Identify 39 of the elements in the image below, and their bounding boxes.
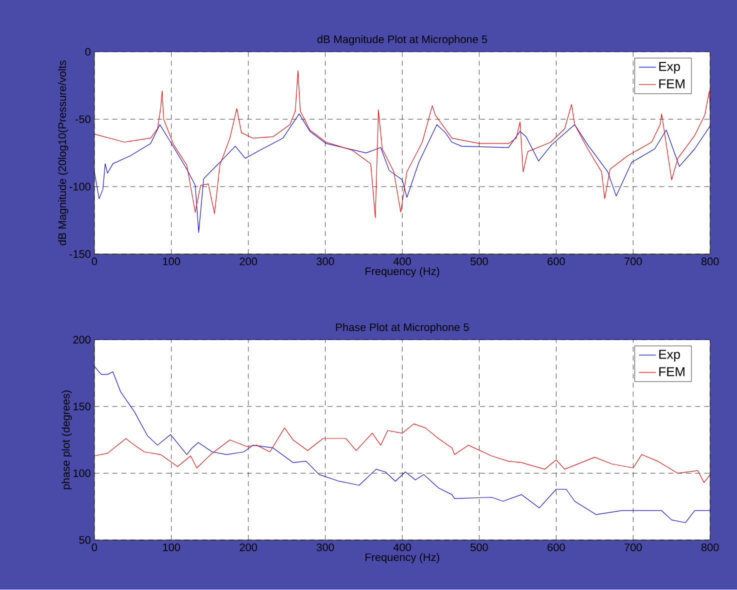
x-tick-label: 700	[624, 544, 642, 552]
x-tick-label: 0	[92, 258, 98, 266]
y-tick-label: -50	[76, 115, 90, 124]
y-tick-label: 50	[79, 536, 90, 544]
x-tick-label: 100	[163, 258, 180, 266]
y-tick-label: 0	[85, 48, 90, 56]
x-tick-label: 700	[624, 258, 642, 266]
x-tick-label: 400	[393, 544, 411, 552]
line-series	[94, 114, 710, 233]
x-tick-label: 200	[240, 258, 258, 266]
line-series	[94, 366, 710, 524]
chart-title: Phase Plot at Microphone 5	[336, 323, 469, 334]
x-tick-label: 500	[470, 544, 488, 552]
y-axis-title: phase plot (degrees)	[62, 390, 72, 490]
y-tick-label: 200	[73, 336, 90, 344]
y-axis-title: dB Magnitude (20log10(Pressure/volts	[58, 60, 68, 246]
y-tick-label: 150	[74, 402, 90, 410]
x-tick-label: 300	[316, 258, 334, 266]
x-tick-label: 600	[548, 258, 565, 266]
x-tick-label: 500	[470, 258, 488, 266]
y-tick-label: -150	[70, 250, 90, 258]
line-series	[94, 424, 710, 483]
x-tick-label: 300	[316, 544, 334, 552]
x-axis-title: Frequency (Hz)	[366, 553, 440, 564]
legend-label: Exp	[659, 350, 680, 362]
chart-title: dB Magnitude Plot at Microphone 5	[317, 35, 488, 46]
legend-label: FEM	[659, 367, 684, 376]
x-tick-label: 0	[92, 544, 98, 552]
x-tick-label: 800	[701, 544, 719, 552]
x-tick-label: 400	[393, 258, 411, 266]
x-axis-title: Frequency (Hz)	[366, 267, 440, 278]
y-tick-label: -100	[70, 182, 90, 191]
legend-label: Exp	[659, 62, 680, 74]
x-tick-label: 600	[548, 544, 565, 552]
x-tick-label: 200	[240, 544, 258, 552]
y-tick-label: 100	[74, 469, 90, 478]
x-tick-label: 100	[163, 544, 180, 552]
x-tick-label: 800	[701, 258, 719, 266]
legend-label: FEM	[659, 79, 684, 88]
